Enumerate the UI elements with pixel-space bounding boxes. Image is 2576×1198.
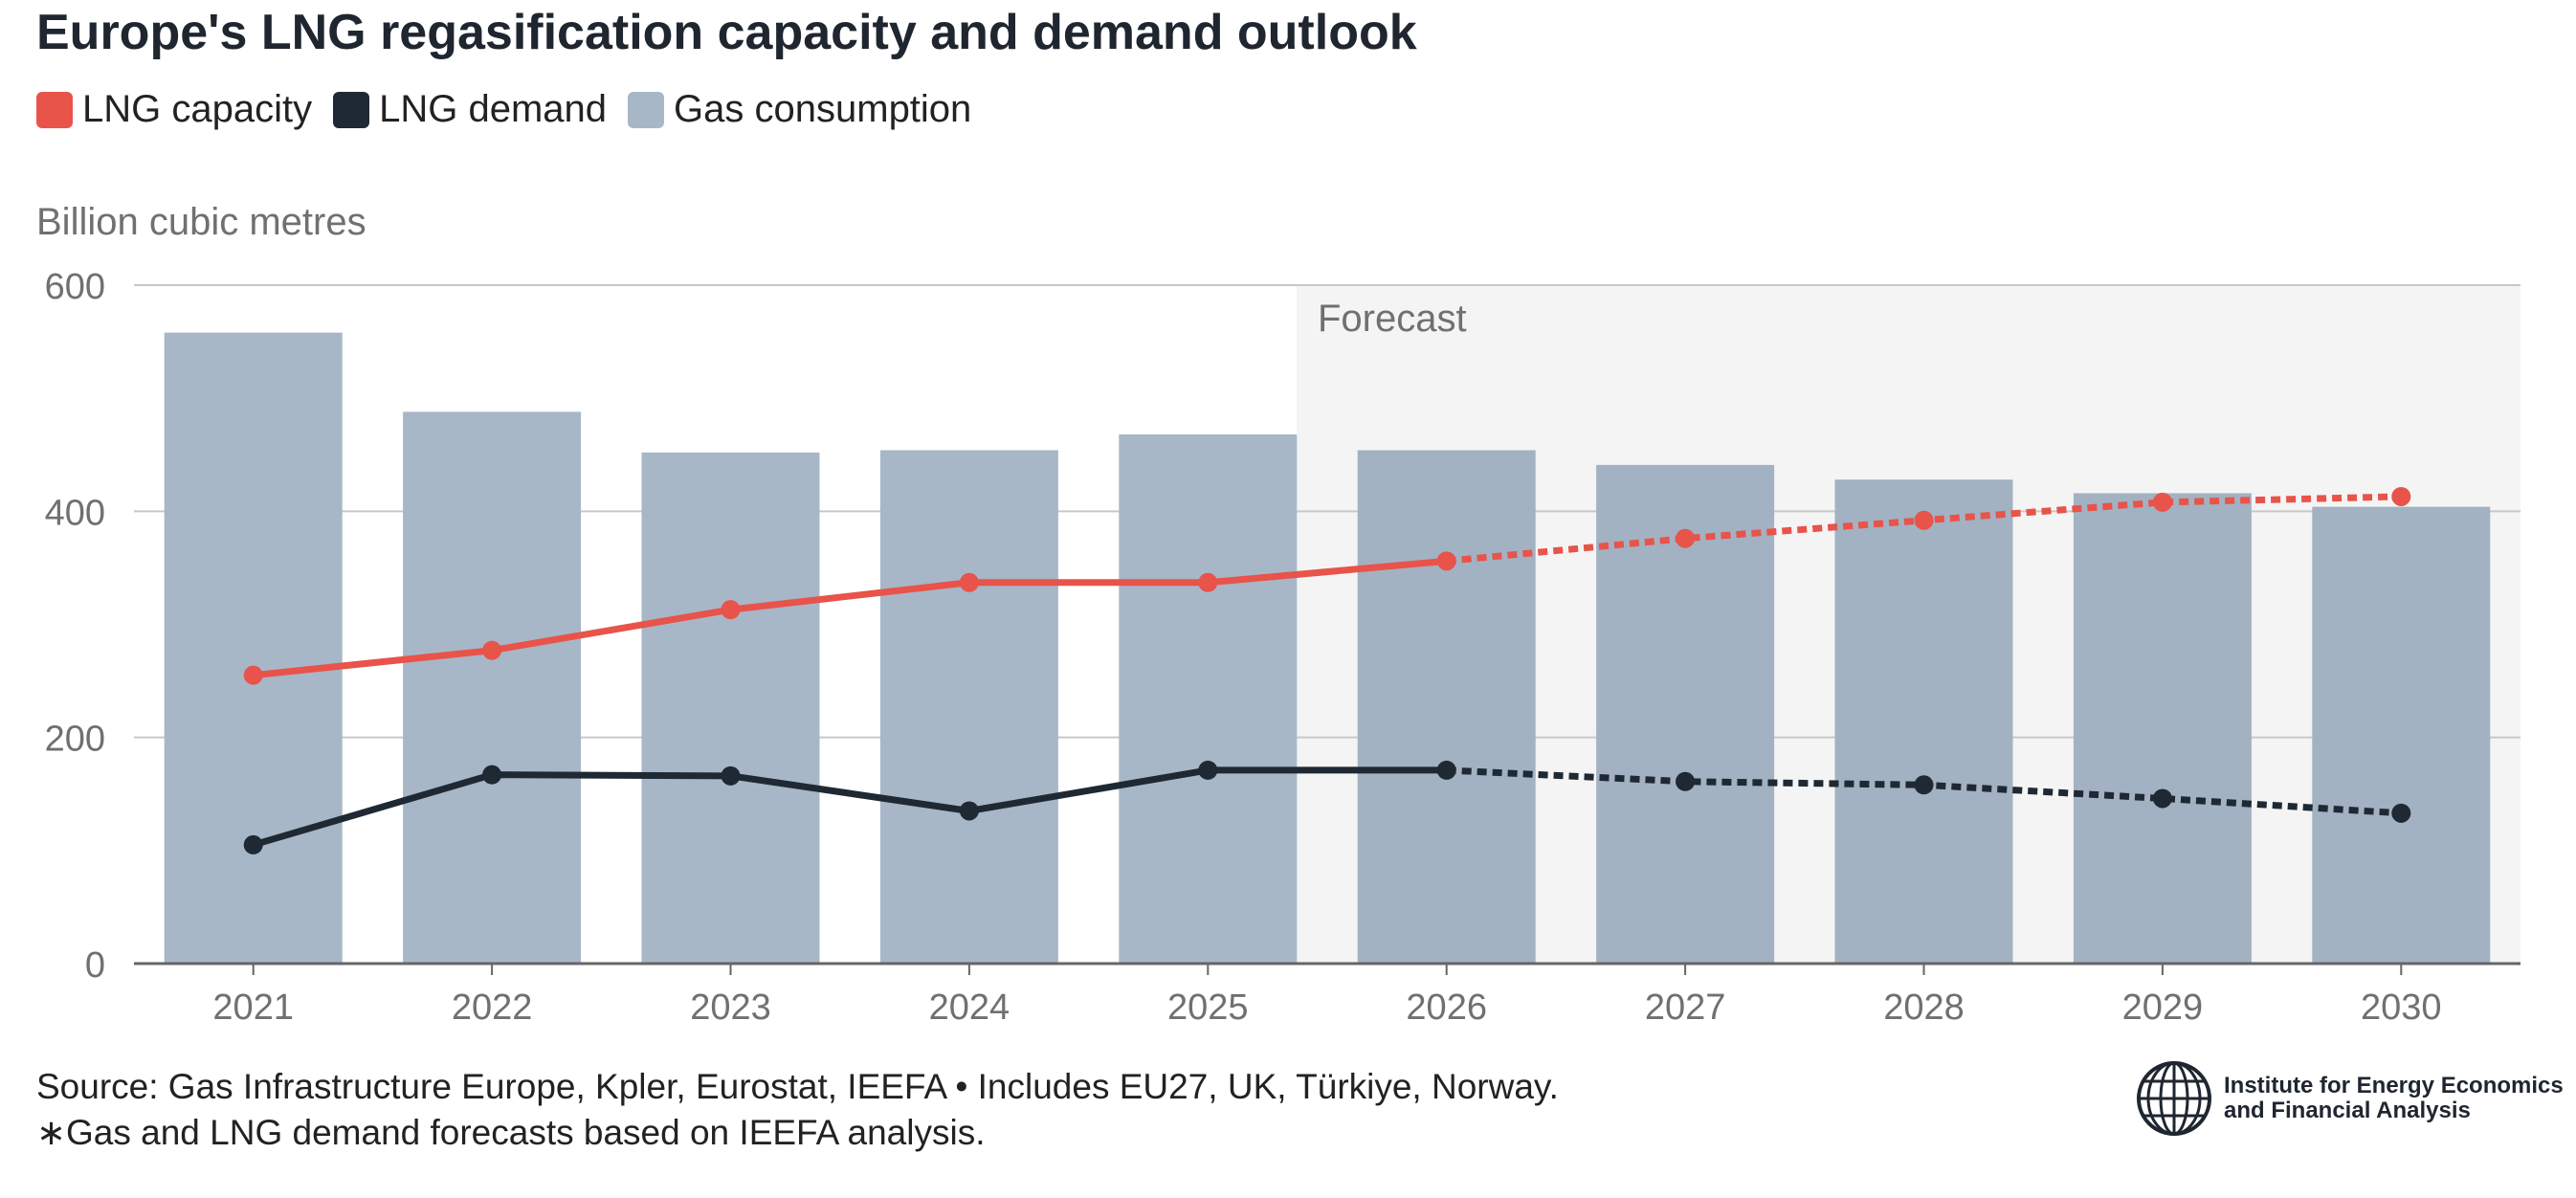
publisher-logo: Institute for Energy Economics and Finan… bbox=[2136, 1060, 2564, 1137]
point-lng-demand bbox=[1676, 771, 1696, 791]
point-lng-demand bbox=[1436, 760, 1456, 780]
x-tick-label: 2026 bbox=[1406, 987, 1487, 1028]
bar-gas-consumption bbox=[2073, 493, 2252, 964]
bar-gas-consumption bbox=[403, 411, 582, 964]
bar-gas-consumption bbox=[1119, 433, 1298, 965]
source-line: Source: Gas Infrastructure Europe, Kpler… bbox=[36, 1067, 1559, 1106]
bar-gas-consumption bbox=[879, 450, 1058, 965]
point-lng-capacity bbox=[721, 600, 741, 620]
point-lng-capacity bbox=[959, 572, 979, 592]
point-lng-capacity bbox=[1914, 510, 1934, 530]
point-lng-demand bbox=[721, 765, 741, 786]
point-lng-capacity bbox=[243, 665, 263, 685]
footnote-line: ∗Gas and LNG demand forecasts based on I… bbox=[36, 1113, 986, 1152]
point-lng-demand bbox=[1914, 775, 1934, 795]
point-lng-capacity bbox=[1676, 528, 1696, 548]
line-lng-demand-actual bbox=[252, 766, 1447, 849]
y-tick-label: 600 bbox=[45, 267, 105, 307]
logo-line: and Financial Analysis bbox=[2224, 1098, 2471, 1123]
point-lng-demand bbox=[959, 801, 979, 821]
x-tick-label: 2022 bbox=[452, 987, 533, 1028]
line-lng-capacity-actual bbox=[253, 557, 1448, 679]
legend-swatch-consumption bbox=[628, 91, 665, 128]
bar-gas-consumption bbox=[164, 332, 343, 964]
point-lng-demand bbox=[2152, 788, 2172, 809]
x-tick-label: 2024 bbox=[929, 987, 1010, 1028]
globe-icon bbox=[2137, 1061, 2211, 1136]
bar-gas-consumption bbox=[1596, 464, 1775, 964]
source-note: Source: Gas Infrastructure Europe, Kpler… bbox=[36, 1064, 1559, 1156]
point-lng-capacity bbox=[482, 640, 502, 660]
point-lng-capacity bbox=[2152, 492, 2172, 512]
legend-swatch-capacity bbox=[36, 91, 73, 128]
x-tick-label: 2030 bbox=[2361, 987, 2442, 1028]
legend-label: LNG capacity bbox=[82, 88, 313, 130]
point-lng-capacity bbox=[1198, 572, 1218, 592]
point-lng-capacity bbox=[2391, 486, 2411, 506]
x-tick-label: 2023 bbox=[690, 987, 771, 1028]
x-tick-label: 2021 bbox=[212, 987, 294, 1028]
legend-label: Gas consumption bbox=[674, 88, 972, 130]
y-tick-label: 0 bbox=[85, 945, 105, 986]
legend-item-lng-capacity: LNG capacity bbox=[36, 88, 312, 131]
legend-item-gas-consumption: Gas consumption bbox=[628, 88, 971, 131]
chart-title: Europe's LNG regasification capacity and… bbox=[36, 5, 1417, 60]
legend: LNG capacity LNG demand Gas consumption bbox=[36, 88, 992, 131]
y-tick-label: 400 bbox=[45, 493, 105, 533]
y-axis-unit-label: Billion cubic metres bbox=[36, 201, 366, 243]
y-tick-label: 200 bbox=[45, 720, 105, 760]
x-tick-label: 2028 bbox=[1883, 987, 1965, 1028]
logo-text: Institute for Energy Economics and Finan… bbox=[2224, 1074, 2564, 1123]
point-lng-capacity bbox=[1436, 551, 1456, 571]
legend-label: LNG demand bbox=[379, 88, 608, 130]
point-lng-demand bbox=[2391, 803, 2411, 823]
point-lng-demand bbox=[1198, 760, 1218, 780]
legend-item-lng-demand: LNG demand bbox=[333, 88, 607, 131]
x-tick-label: 2027 bbox=[1645, 987, 1726, 1028]
bar-gas-consumption bbox=[641, 452, 820, 964]
x-tick-label: 2029 bbox=[2122, 987, 2204, 1028]
bar-gas-consumption bbox=[2312, 506, 2491, 964]
logo-line: Institute for Energy Economics bbox=[2224, 1073, 2564, 1098]
bar-gas-consumption bbox=[1834, 479, 2013, 964]
point-lng-demand bbox=[243, 834, 263, 854]
point-lng-demand bbox=[482, 765, 502, 785]
chart-plot: Forecast 0 200 400 600 2021 2022 2023 2024 2025 20… bbox=[45, 267, 2520, 1028]
bar-gas-consumption bbox=[1357, 450, 1536, 965]
legend-swatch-demand bbox=[333, 91, 370, 128]
forecast-label: Forecast bbox=[1318, 298, 1467, 340]
x-tick-label: 2025 bbox=[1167, 987, 1249, 1028]
